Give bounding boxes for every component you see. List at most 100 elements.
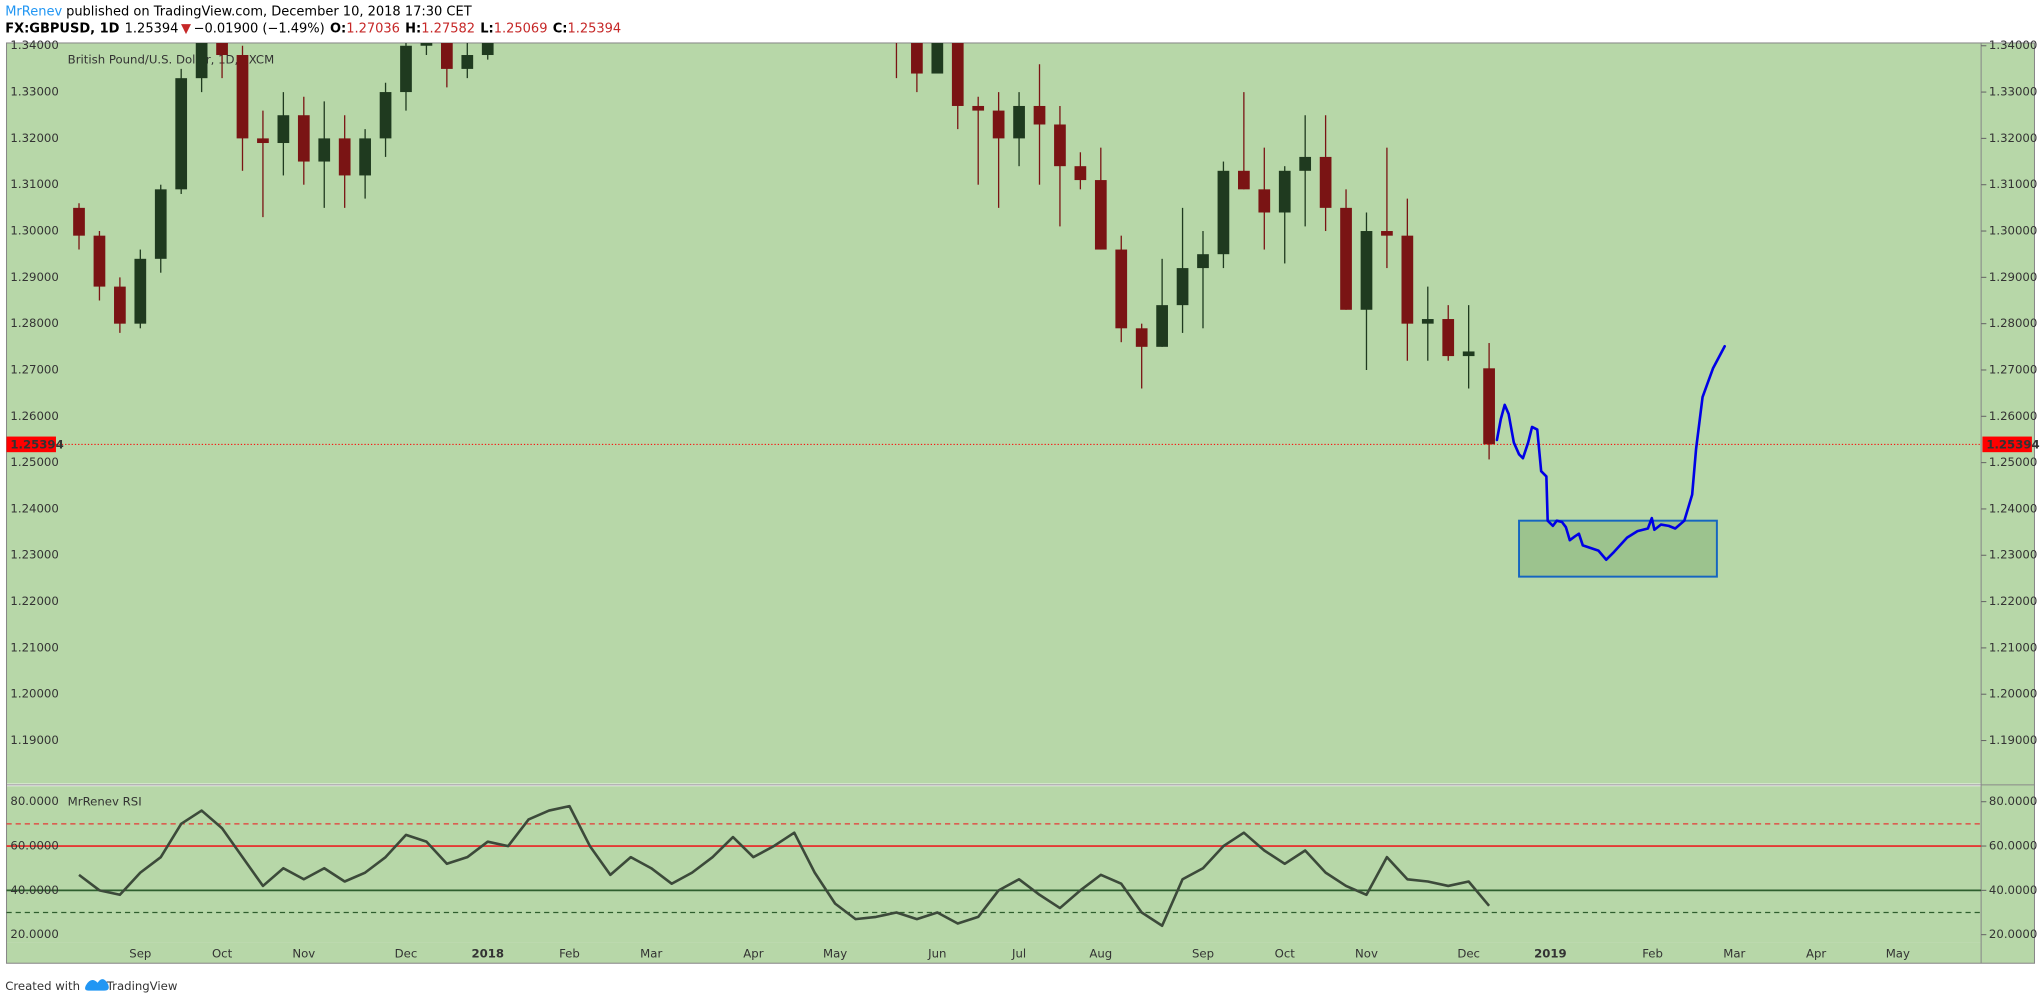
candle-body xyxy=(1401,235,1414,324)
y-tick-label: 1.26000 xyxy=(1989,409,2037,423)
candle-body xyxy=(931,42,944,74)
candle-body xyxy=(338,138,351,176)
price-pane xyxy=(6,42,1982,784)
rsi-pane xyxy=(6,786,1982,943)
footer-text: Created with xyxy=(5,979,80,993)
price-plot xyxy=(6,42,1982,460)
last: 1.25394 xyxy=(125,21,179,36)
candle-body xyxy=(1094,180,1107,250)
candle-body xyxy=(114,286,126,324)
x-tick-label: 2019 xyxy=(1534,947,1567,961)
x-tick-label: 2018 xyxy=(471,947,504,961)
candle-body xyxy=(1238,170,1250,190)
y-tick-label: 1.28000 xyxy=(1989,316,2037,330)
rsi-legend: MrRenev RSI xyxy=(68,794,142,808)
x-tick-label: Jun xyxy=(927,947,946,961)
x-tick-label: Feb xyxy=(559,947,580,961)
y-tick-label: 1.25000 xyxy=(1989,455,2037,469)
candle-body xyxy=(1319,156,1332,208)
x-tick-label: Oct xyxy=(212,947,233,961)
candle-body xyxy=(216,42,228,56)
y-tick-label: 1.24000 xyxy=(1989,501,2037,515)
header-line: MrRenev published on TradingView.com, Dec… xyxy=(5,4,472,19)
x-tick-label: Sep xyxy=(129,947,151,961)
y-tick-label: 1.32000 xyxy=(1989,131,2037,145)
ohlc-value: 1.25069 xyxy=(494,21,548,36)
y-tick-label: 60.0000 xyxy=(1989,839,2037,853)
candle-body xyxy=(911,42,923,74)
right-axis xyxy=(1981,42,2035,964)
y-tick-label: 1.28000 xyxy=(10,316,58,330)
candle-body xyxy=(481,42,494,56)
x-tick-label: Mar xyxy=(640,947,662,961)
projection-path xyxy=(1495,344,1726,562)
y-tick-label: 40.0000 xyxy=(1989,883,2037,897)
candle-body xyxy=(992,110,1005,139)
candle-body xyxy=(134,258,147,324)
y-tick-label: 1.25000 xyxy=(10,455,58,469)
candle-body xyxy=(420,42,433,46)
y-tick-label: 80.0000 xyxy=(1989,794,2037,808)
candle-body xyxy=(195,42,208,79)
y-tick-label: 1.23000 xyxy=(1989,548,2037,562)
candle-body xyxy=(400,45,412,93)
y-tick-label: 1.27000 xyxy=(10,362,58,376)
candle-body xyxy=(1033,105,1046,125)
candle-body xyxy=(1197,254,1209,269)
y-tick-label: 1.27000 xyxy=(1989,362,2037,376)
x-tick-label: Feb xyxy=(1642,947,1663,961)
x-tick-label: Nov xyxy=(1355,947,1378,961)
symbol: FX:GBPUSD, 1D xyxy=(5,21,119,36)
y-tick-label: 1.29000 xyxy=(10,270,58,284)
header-line: FX:GBPUSD, 1D 1.25394 ▼ −0.01900 (−1.49%) O:… xyxy=(5,21,621,36)
candle-body xyxy=(93,235,106,287)
candle-body xyxy=(1442,319,1455,357)
candle-body xyxy=(175,78,188,190)
x-tick-label: May xyxy=(823,947,847,961)
y-tick-label: 1.31000 xyxy=(10,177,58,191)
candle-body xyxy=(1054,124,1066,167)
last-price-label: 1.25394 xyxy=(10,438,63,452)
candle-body xyxy=(236,55,249,139)
x-tick-label: Dec xyxy=(395,947,418,961)
y-tick-label: 1.33000 xyxy=(1989,85,2037,99)
x-tick-label: May xyxy=(1886,947,1910,961)
candle-body xyxy=(1360,231,1373,310)
candle-body xyxy=(461,55,474,69)
y-tick-label: 80.0000 xyxy=(10,794,58,808)
x-tick-label: Sep xyxy=(1192,947,1214,961)
candle-body xyxy=(379,92,392,139)
y-tick-label: 60.0000 xyxy=(10,839,58,853)
last-price-marker xyxy=(6,436,56,453)
y-tick-label: 1.19000 xyxy=(1989,733,2037,747)
candle-body xyxy=(73,207,85,236)
candle-body xyxy=(441,42,453,69)
author: MrRenev xyxy=(5,4,62,19)
ohlc-label: L: xyxy=(480,21,493,36)
candle-body xyxy=(1421,319,1434,324)
last-price-label: 1.25394 xyxy=(1986,438,2039,452)
candle-body xyxy=(1156,305,1168,347)
candle-body xyxy=(359,138,371,176)
candle-body xyxy=(972,105,985,111)
x-tick-label: Apr xyxy=(1806,947,1826,961)
y-tick-label: 1.23000 xyxy=(10,548,58,562)
y-tick-label: 1.30000 xyxy=(1989,224,2037,238)
y-tick-label: 1.22000 xyxy=(10,594,58,608)
logo xyxy=(85,979,109,991)
y-tick-label: 1.21000 xyxy=(10,640,58,654)
x-tick-label: Aug xyxy=(1089,947,1112,961)
ohlc-value: 1.25394 xyxy=(567,21,621,36)
y-tick-label: 1.19000 xyxy=(10,733,58,747)
x-tick-label: Jul xyxy=(1011,947,1026,961)
candle-body xyxy=(1278,170,1291,213)
rsi-plot xyxy=(6,804,1982,928)
y-tick-label: 1.31000 xyxy=(1989,177,2037,191)
y-tick-label: 1.34000 xyxy=(1989,38,2037,52)
y-tick-label: 1.30000 xyxy=(10,224,58,238)
y-tick-label: 1.21000 xyxy=(1989,640,2037,654)
ohlc-value: 1.27582 xyxy=(421,21,475,36)
x-tick-label: Oct xyxy=(1275,947,1296,961)
